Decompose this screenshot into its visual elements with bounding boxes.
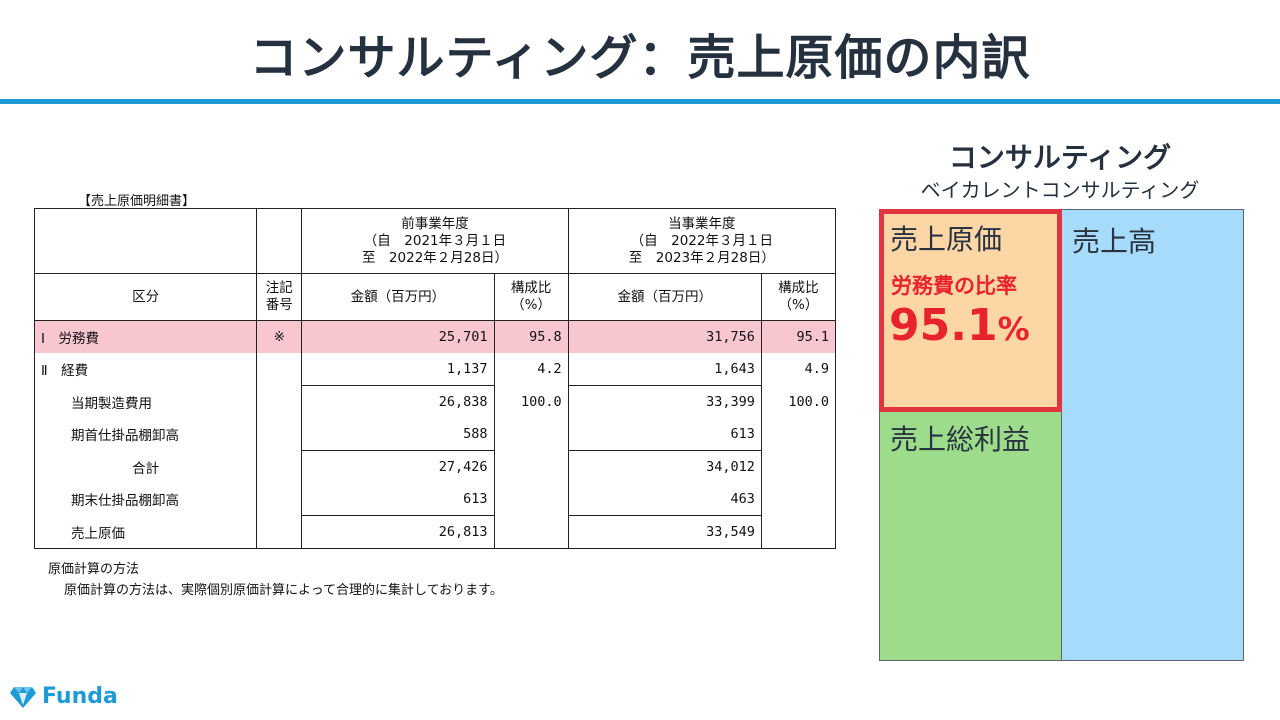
table-row: 売上原価 26,813 33,549 bbox=[33, 515, 837, 549]
row-prev-ratio: 100.0 bbox=[494, 385, 569, 418]
gross-profit-box bbox=[879, 411, 1062, 661]
sales-label: 売上高 bbox=[1072, 225, 1157, 258]
note-title: 原価計算の方法 bbox=[48, 562, 140, 577]
curr-period-line: 当事業年度 bbox=[668, 215, 736, 232]
header-empty-cell bbox=[33, 208, 258, 274]
prev-period-header: 前事業年度 （自 2021年３月１日 至 2022年２月28日） bbox=[301, 208, 569, 274]
brand-logo: Funda bbox=[10, 684, 118, 709]
row-curr-amount: 613 bbox=[568, 418, 762, 451]
row-prev-amount: 26,813 bbox=[301, 515, 495, 549]
col-amount-curr: 金額（百万円） bbox=[567, 273, 762, 321]
row-label: 期末仕掛品棚卸高 bbox=[33, 483, 258, 516]
row-note: ※ bbox=[256, 320, 303, 353]
row-label: Ⅰ 労務費 bbox=[33, 320, 258, 353]
table-row: Ⅰ 労務費 ※ 25,701 95.8 31,756 95.1 bbox=[33, 320, 837, 353]
table-caption: 【売上原価明細書】 bbox=[78, 194, 196, 209]
cost-of-sales-label: 売上原価 bbox=[890, 223, 1003, 256]
col-kubun: 区分 bbox=[33, 273, 258, 321]
row-curr-ratio: 4.9 bbox=[761, 353, 837, 386]
brand-name: Funda bbox=[42, 684, 118, 709]
labor-ratio-unit: % bbox=[997, 310, 1030, 348]
row-curr-amount: 34,012 bbox=[568, 450, 762, 483]
table-row: 期末仕掛品棚卸高 613 463 bbox=[33, 483, 837, 516]
row-curr-ratio: 100.0 bbox=[761, 385, 837, 418]
sales-box bbox=[1061, 209, 1244, 661]
col-ratio-prev: 構成比（%） bbox=[493, 273, 569, 321]
labor-ratio-number: 95.1 bbox=[889, 300, 998, 351]
cost-detail-table: 前事業年度 （自 2021年３月１日 至 2022年２月28日） 当事業年度 （… bbox=[33, 208, 837, 549]
labor-ratio-value: 95.1% bbox=[889, 300, 1030, 351]
row-prev-amount: 588 bbox=[301, 418, 495, 451]
labor-ratio-label: 労務費の比率 bbox=[891, 274, 1017, 298]
row-prev-amount: 25,701 bbox=[301, 320, 495, 353]
prev-period-line: （自 2021年３月１日 bbox=[363, 232, 507, 249]
row-label: 期首仕掛品棚卸高 bbox=[33, 418, 258, 451]
row-prev-amount: 613 bbox=[301, 483, 495, 516]
row-label: 売上原価 bbox=[33, 515, 258, 549]
row-label: Ⅱ 経費 bbox=[33, 353, 258, 386]
curr-period-line: （自 2022年３月１日 bbox=[630, 232, 773, 249]
note-body: 原価計算の方法は、実際個別原価計算によって合理的に集計しております。 bbox=[64, 583, 503, 598]
curr-period-line: 至 2023年２月28日） bbox=[628, 249, 775, 266]
table-row: 当期製造費用 26,838 100.0 33,399 100.0 bbox=[33, 385, 837, 418]
segment-title: コンサルティング bbox=[948, 141, 1172, 174]
row-prev-amount: 1,137 bbox=[301, 353, 495, 386]
company-name: ベイカレントコンサルティング bbox=[920, 178, 1200, 202]
row-curr-amount: 463 bbox=[568, 483, 762, 516]
col-ratio-curr: 構成比（%） bbox=[760, 273, 837, 321]
row-curr-amount: 31,756 bbox=[568, 320, 762, 353]
row-curr-amount: 33,399 bbox=[568, 385, 762, 418]
diamond-logo-icon bbox=[10, 686, 36, 708]
prev-period-line: 至 2022年２月28日） bbox=[361, 249, 508, 266]
row-curr-amount: 1,643 bbox=[568, 353, 762, 386]
row-label: 当期製造費用 bbox=[33, 385, 258, 418]
title-divider bbox=[0, 99, 1280, 104]
row-prev-amount: 26,838 bbox=[301, 385, 495, 418]
table-row: 合計 27,426 34,012 bbox=[33, 450, 837, 483]
header-empty-cell bbox=[256, 208, 303, 274]
row-curr-ratio: 95.1 bbox=[761, 320, 837, 353]
table-row: Ⅱ 経費 1,137 4.2 1,643 4.9 bbox=[33, 353, 837, 386]
table-row: 期首仕掛品棚卸高 588 613 bbox=[33, 418, 837, 451]
row-prev-ratio: 4.2 bbox=[494, 353, 569, 386]
cost-of-sales-box bbox=[879, 209, 1062, 412]
col-note: 注記番号 bbox=[256, 273, 303, 321]
row-prev-amount: 27,426 bbox=[301, 450, 495, 483]
col-amount-prev: 金額（百万円） bbox=[301, 273, 495, 321]
row-prev-ratio: 95.8 bbox=[494, 320, 569, 353]
gross-profit-label: 売上総利益 bbox=[890, 423, 1031, 456]
row-curr-amount: 33,549 bbox=[568, 515, 762, 549]
page-title: コンサルティング：売上原価の内訳 bbox=[249, 30, 1031, 86]
prev-period-line: 前事業年度 bbox=[401, 215, 469, 232]
curr-period-header: 当事業年度 （自 2022年３月１日 至 2023年２月28日） bbox=[567, 208, 837, 274]
row-label: 合計 bbox=[33, 450, 258, 483]
